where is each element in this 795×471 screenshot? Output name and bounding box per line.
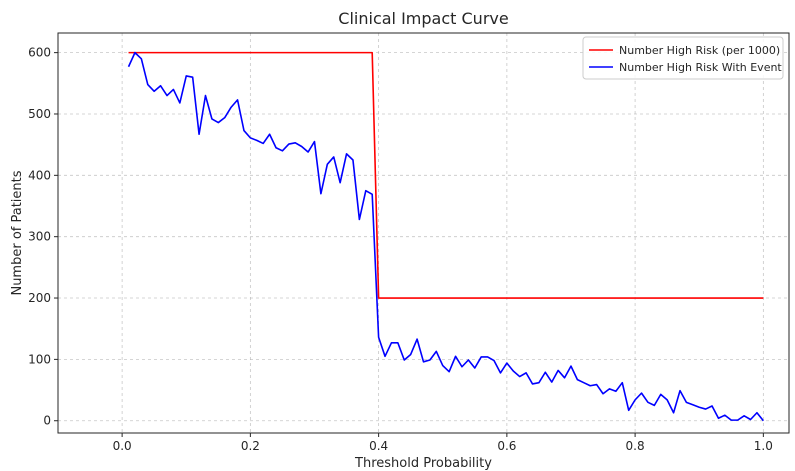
y-tick-label: 300	[28, 230, 51, 244]
legend-label-2: Number High Risk With Event	[619, 61, 782, 74]
y-tick-label: 400	[28, 168, 51, 182]
x-tick-label: 0.6	[497, 439, 516, 453]
x-axis-label: Threshold Probability	[354, 456, 492, 471]
axes	[57, 32, 790, 434]
x-tick-label: 0.0	[113, 439, 132, 453]
ticks: 0.0 0.2 0.4 0.6 0.8 1.0 0 100 200 300 400 500 600	[28, 46, 773, 453]
y-tick-label: 200	[28, 291, 51, 305]
legend-box	[582, 36, 784, 80]
plot-frame	[57, 32, 790, 434]
x-tick-label: 0.4	[369, 439, 388, 453]
x-tick-label: 0.8	[626, 439, 645, 453]
legend: Number High Risk (per 1000) Number High R…	[582, 36, 784, 80]
x-tick-label: 1.0	[754, 439, 773, 453]
y-tick-label: 0	[43, 414, 51, 428]
y-axis-label: Number of Patients	[10, 170, 25, 295]
y-tick-label: 500	[28, 107, 51, 121]
chart-title: Clinical Impact Curve	[338, 9, 508, 28]
series-line-1	[128, 51, 764, 299]
y-tick-label: 600	[28, 46, 51, 60]
y-tick-label: 100	[28, 352, 51, 366]
legend-label-1: Number High Risk (per 1000)	[619, 44, 780, 57]
grid	[58, 33, 789, 433]
series-layer	[127, 51, 764, 422]
x-tick-label: 0.2	[241, 439, 260, 453]
series-line-2	[127, 51, 764, 422]
